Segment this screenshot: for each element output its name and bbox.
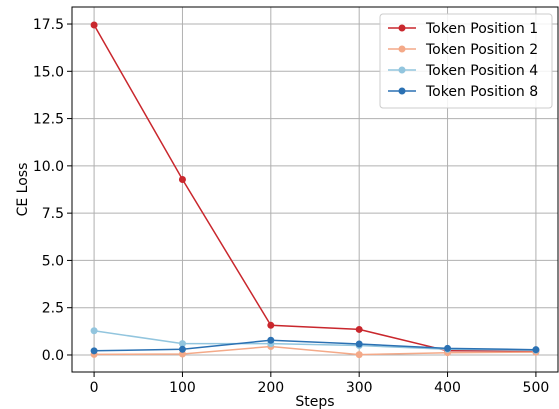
y-tick-label: 12.5 xyxy=(33,112,64,128)
legend-item: Token Position 8 xyxy=(388,84,538,100)
legend-label: Token Position 1 xyxy=(425,21,538,37)
x-axis-label: Steps xyxy=(295,394,334,409)
y-tick-label: 10.0 xyxy=(33,159,64,175)
legend-marker xyxy=(398,24,406,32)
x-tick-label: 0 xyxy=(90,380,99,396)
legend-label: Token Position 4 xyxy=(425,63,538,79)
legend-label: Token Position 8 xyxy=(425,84,538,100)
data-point xyxy=(90,21,98,29)
legend-marker xyxy=(398,87,406,95)
data-point xyxy=(444,344,452,352)
x-tick-label: 100 xyxy=(169,380,196,396)
data-point xyxy=(355,325,363,333)
legend-box xyxy=(379,13,553,109)
y-tick-label: 0.0 xyxy=(42,348,64,364)
series-line xyxy=(94,345,536,356)
y-tick-label: 15.0 xyxy=(33,64,64,80)
data-point xyxy=(90,327,98,335)
data-point xyxy=(355,351,363,359)
data-point xyxy=(532,346,540,354)
legend: Token Position 1 Token Position 2 Token Po… xyxy=(379,13,553,109)
series-line xyxy=(94,339,536,352)
legend-item: Token Position 2 xyxy=(388,42,538,58)
data-point xyxy=(178,175,186,183)
series-layer xyxy=(90,21,540,359)
x-tick-label: 400 xyxy=(434,380,461,396)
x-tick-label: 500 xyxy=(523,380,550,396)
data-point xyxy=(90,347,98,355)
legend-marker xyxy=(398,66,406,74)
data-point xyxy=(178,340,186,348)
legend-marker xyxy=(398,45,406,53)
data-point xyxy=(267,321,275,329)
y-tick-label: 7.5 xyxy=(42,206,64,222)
legend-label: Token Position 2 xyxy=(425,42,538,58)
y-axis-label: CE Loss xyxy=(15,163,31,217)
series-line xyxy=(93,330,536,352)
y-axis-ticks: 0.0 2.5 5.0 7.5 10.0 12.5 15.0 17.5 xyxy=(33,17,72,364)
data-point xyxy=(267,336,275,344)
legend-item: Token Position 4 xyxy=(388,63,538,79)
y-tick-label: 17.5 xyxy=(33,17,64,33)
y-tick-label: 2.5 xyxy=(42,301,64,317)
series-4 xyxy=(90,336,540,355)
plot-frame xyxy=(71,6,559,373)
y-tick-label: 5.0 xyxy=(42,253,64,269)
x-axis-ticks: 0 100 200 300 400 500 xyxy=(90,372,550,396)
x-tick-label: 200 xyxy=(257,380,284,396)
series-line xyxy=(93,24,536,352)
x-tick-label: 300 xyxy=(346,380,373,396)
data-point xyxy=(178,345,186,353)
data-point xyxy=(355,340,363,348)
legend-item: Token Position 1 xyxy=(388,21,538,37)
